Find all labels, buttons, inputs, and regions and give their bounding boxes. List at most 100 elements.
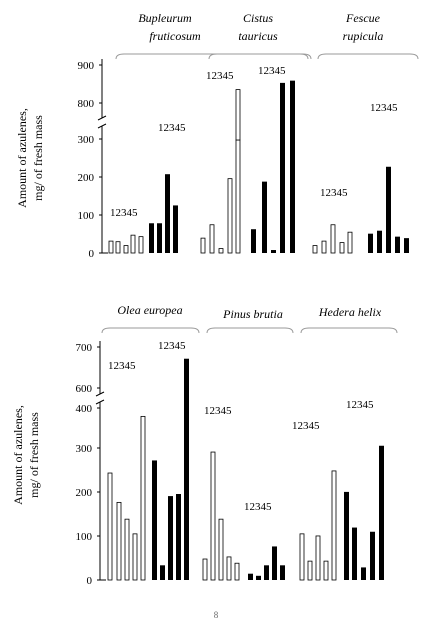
top-group1-open-bar: [115, 241, 121, 254]
top-group3-numbers-open: 12345: [320, 187, 348, 199]
top-group1-numbers: 12345: [110, 207, 138, 219]
top-group2-filled-bar: [280, 140, 285, 253]
top-tick-label: 100: [78, 210, 95, 222]
bottom-group3-numbers-filled: 12345: [346, 399, 374, 411]
bottom-group-bracket: [300, 327, 398, 334]
bottom-group3-title: Hedera helix: [318, 305, 382, 319]
top-group1-filled-bar: [157, 223, 162, 253]
chart-marks: 0 100 200 300 800 900 0 100 200 300 400 600 700: [76, 53, 419, 587]
top-group2-filled-bar-upper: [290, 80, 295, 140]
top-group2-open-bar: [200, 237, 206, 254]
top-group3-filled-bar: [395, 236, 400, 253]
bottom-group1-numbers-filled: 12345: [158, 340, 186, 352]
top-group1-open-bar: [138, 236, 144, 254]
bottom-group1-open-bar: [140, 415, 146, 581]
top-axis-break-mark-2: [97, 115, 107, 121]
bottom-group2-filled-bar: [256, 575, 261, 580]
top-tick-label: 300: [78, 134, 95, 146]
top-group2-open-bar-upper: [235, 89, 241, 141]
top-group1-title-line1: Bupleurum: [138, 11, 192, 25]
top-group-bracket: [115, 53, 309, 60]
bottom-tick-label: 300: [76, 443, 93, 455]
top-group3-title-line2: rupicula: [343, 29, 384, 43]
top-ylabel-line2: mg/ of fresh mass: [31, 115, 45, 201]
top-group2-open-bar: [218, 248, 224, 254]
bottom-group2-numbers-open: 12345: [204, 405, 232, 417]
bottom-group2-open-bar: [210, 451, 216, 581]
top-tick-label: 200: [78, 172, 95, 184]
top-group2-filled-bar: [271, 250, 276, 253]
top-group3-filled-bar: [377, 230, 382, 253]
top-panel: Amount of azulenes, mg/ of fresh mass Bu…: [15, 11, 398, 219]
bottom-group1-filled-bar: [176, 494, 181, 580]
bottom-group2-filled-bar: [248, 573, 253, 580]
bottom-ylabel-line1: Amount of azulenes,: [11, 405, 25, 505]
bottom-group-bracket: [101, 327, 200, 334]
bottom-axis-break-mark-2: [95, 391, 105, 397]
bottom-tick-label: 700: [76, 342, 93, 354]
bottom-group3-filled-bar: [361, 567, 366, 580]
bottom-group2-numbers-filled: 12345: [244, 501, 272, 513]
top-group3-filled-bar: [386, 166, 391, 253]
bottom-group2-title: Pinus brutia: [222, 307, 283, 321]
top-group1-numbers-2: 12345: [158, 122, 186, 134]
bottom-group3-filled-bar: [352, 527, 357, 580]
bottom-group1-filled-bar: [184, 408, 189, 580]
bottom-group2-open-bar: [218, 518, 224, 581]
top-group3-open-bar: [312, 245, 318, 254]
bottom-group3-numbers-open: 12345: [292, 420, 320, 432]
top-group2-title-line2: tauricus: [238, 29, 278, 43]
bottom-tick-label: 100: [76, 531, 93, 543]
bottom-tick-label: 400: [76, 403, 93, 415]
top-group1-filled-bar: [165, 174, 170, 253]
bottom-tick-label: 600: [76, 383, 93, 395]
top-group-bracket: [208, 53, 312, 60]
top-group3-filled-bar: [404, 238, 409, 253]
bottom-tick-label: 0: [87, 575, 93, 587]
top-group2-filled-bar: [251, 229, 256, 253]
bottom-group3-open-bar: [323, 560, 329, 581]
bottom-group3-open-bar: [307, 560, 313, 581]
top-group3-open-bar: [321, 240, 327, 254]
top-group2-open-bar: [227, 178, 233, 254]
top-group1-filled-bar: [149, 223, 154, 253]
bottom-group3-filled-bar: [370, 531, 375, 580]
bottom-group-bracket: [206, 327, 294, 334]
bottom-group2-filled-bar: [264, 565, 269, 580]
top-group3-open-bar: [347, 231, 353, 254]
bottom-axis-break-mark-1: [95, 399, 105, 405]
bottom-group3-filled-bar: [344, 491, 349, 580]
bottom-group1-filled-bar: [168, 496, 173, 580]
top-group2-open-bar: [235, 139, 241, 254]
bottom-group2-open-bar: [226, 556, 232, 581]
top-group3-open-bar: [330, 224, 336, 254]
bottom-group1-filled-bar-upper: [184, 358, 189, 408]
bottom-group1-title: Olea europea: [117, 303, 182, 317]
bottom-group1-open-bar: [107, 472, 113, 581]
top-group1-title-line2: fruticosum: [149, 29, 201, 43]
top-group3-open-bar: [339, 242, 345, 254]
top-group2-filled-bar: [290, 140, 295, 253]
bottom-group1-open-bar: [124, 518, 130, 581]
bottom-group2-filled-bar: [280, 565, 285, 580]
top-group3-title-line1: Fescue: [345, 11, 381, 25]
top-group2-title-line1: Cistus: [243, 11, 273, 25]
top-group2-open-bar: [209, 224, 215, 254]
top-tick-label: 0: [89, 248, 95, 260]
bottom-group3-filled-bar: [379, 445, 384, 580]
bottom-group2-open-bar: [234, 562, 240, 581]
top-group3-filled-bar: [368, 233, 373, 253]
bottom-group1-filled-bar: [152, 460, 157, 580]
top-group1-open-bar: [108, 240, 114, 254]
bottom-group3-open-bar: [299, 533, 305, 581]
top-group2-filled-bar: [262, 181, 267, 253]
top-group1-open-bar: [130, 234, 136, 254]
top-group1-filled-bar: [173, 205, 178, 253]
top-group2-numbers-open: 12345: [206, 70, 234, 82]
top-group-bracket: [317, 53, 419, 60]
bottom-group1-filled-bar: [160, 565, 165, 580]
bottom-group1-open-bar: [116, 501, 122, 581]
page-number: 8: [214, 610, 219, 620]
top-group1-open-bar: [123, 245, 129, 254]
